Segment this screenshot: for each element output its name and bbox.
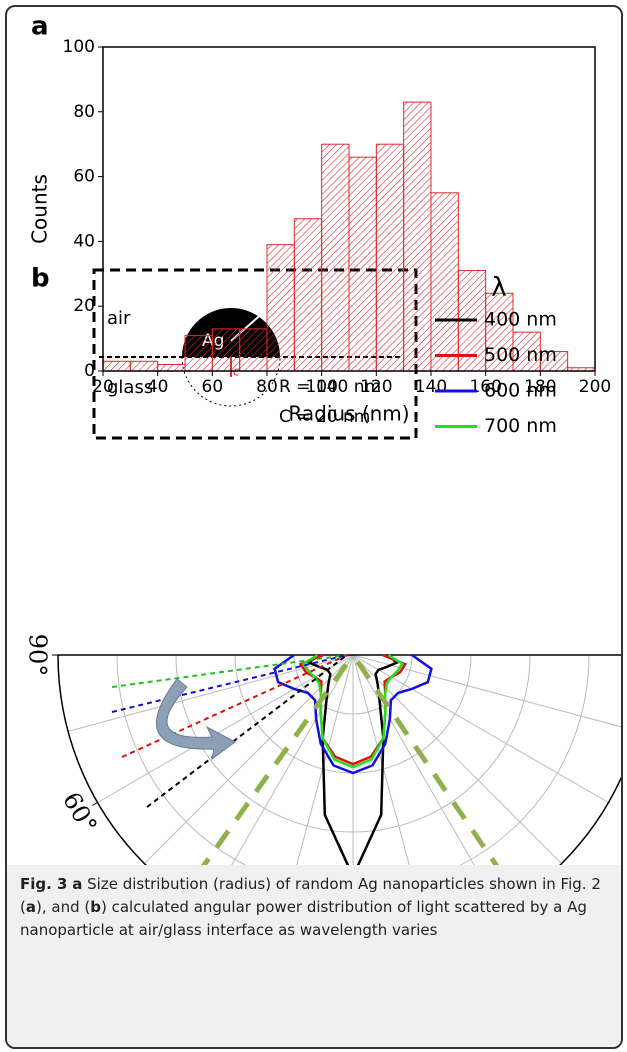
y-tick-label: 40 — [73, 231, 95, 251]
rotation-arrow — [155, 678, 236, 761]
caption-text: ), and ( — [35, 898, 91, 916]
caption-box: Fig. 3 a Size distribution (radius) of r… — [7, 865, 621, 1047]
polar-frame — [57, 654, 621, 865]
bar — [266, 244, 295, 372]
caption: Fig. 3 a Size distribution (radius) of r… — [7, 865, 621, 942]
chart: a b air glass Ag R c R = 140 nm C = 20 n… — [24, 12, 621, 865]
caption-text: a — [72, 875, 83, 893]
legend-label: 600 nm — [484, 380, 557, 402]
grid-ring — [116, 654, 590, 865]
caption-text: ) calculated angular power distribution … — [20, 898, 587, 939]
series-line — [273, 653, 433, 775]
polar-plot — [57, 653, 621, 865]
theta-tick-label: 90° — [24, 634, 52, 677]
series-line — [301, 653, 405, 769]
grid-spoke — [296, 654, 354, 865]
bar — [403, 101, 432, 372]
theta-tick — [92, 802, 98, 806]
legend-label: 400 nm — [484, 309, 557, 331]
caption-text: Size distribution (radius) of random Ag … — [20, 875, 601, 916]
bar — [211, 328, 241, 372]
x-tick-label: 180 — [524, 377, 556, 397]
x-tick-label: 80 — [256, 377, 278, 397]
grid-spoke — [352, 654, 562, 864]
bar — [348, 156, 377, 372]
grid-spoke — [352, 654, 609, 803]
arrow-head — [258, 307, 269, 316]
x-tick-label: 100 — [305, 377, 337, 397]
caption-text: a — [25, 898, 36, 916]
bar — [129, 360, 159, 372]
y-axis-label: Counts — [28, 174, 52, 244]
x-tick-label: 40 — [147, 377, 169, 397]
theta-tick-label: 60° — [57, 787, 103, 838]
bar — [157, 364, 186, 372]
y-tick-label: 0 — [84, 361, 95, 381]
x-tick-label: 140 — [415, 377, 447, 397]
x-tick-label: 20 — [92, 377, 114, 397]
x-tick-label: 60 — [202, 377, 224, 397]
y-tick-label: 100 — [63, 37, 95, 57]
inset-text: glass — [107, 377, 153, 398]
grid-spoke — [231, 654, 354, 865]
grid-spoke — [144, 654, 354, 864]
particle-outline — [181, 356, 281, 407]
inset-text: air — [107, 308, 131, 329]
legend-label: 700 nm — [484, 415, 557, 437]
panel-label: b — [31, 264, 50, 294]
caption-label: Fig. 3 — [20, 875, 68, 893]
bar — [102, 360, 131, 372]
y-tick-label: 60 — [73, 167, 95, 187]
legend-title: λ — [491, 273, 506, 303]
x-tick-label: 160 — [469, 377, 501, 397]
bar — [184, 334, 213, 372]
inset-text: R = 140 nm — [279, 377, 381, 397]
critical-angle-lines — [111, 653, 500, 865]
bar — [293, 218, 323, 372]
bar — [485, 292, 514, 372]
inset-text: R — [246, 296, 256, 314]
bar — [321, 143, 350, 372]
legend-label: 500 nm — [484, 344, 557, 366]
grid-spoke — [352, 654, 621, 728]
grid-spoke — [67, 654, 354, 732]
grid-spoke — [97, 654, 354, 803]
figure: a b air glass Ag R c R = 140 nm C = 20 n… — [5, 5, 623, 1049]
grid-ring — [57, 654, 621, 865]
x-axis-label: Radius (nm) — [288, 402, 409, 426]
bar — [430, 192, 459, 372]
panel-label: a — [31, 12, 49, 42]
y-tick-label: 20 — [73, 296, 95, 316]
bar — [239, 328, 268, 372]
y-tick-label: 80 — [73, 102, 95, 122]
grid-spoke — [352, 654, 475, 865]
caption-text: b — [90, 898, 101, 916]
plot-frame — [102, 46, 596, 372]
x-tick-label: 200 — [579, 377, 611, 397]
grid-spoke — [352, 654, 410, 865]
inset-text: C = 20 nm — [279, 407, 370, 427]
x-tick-label: 120 — [360, 377, 392, 397]
bar — [375, 143, 405, 372]
